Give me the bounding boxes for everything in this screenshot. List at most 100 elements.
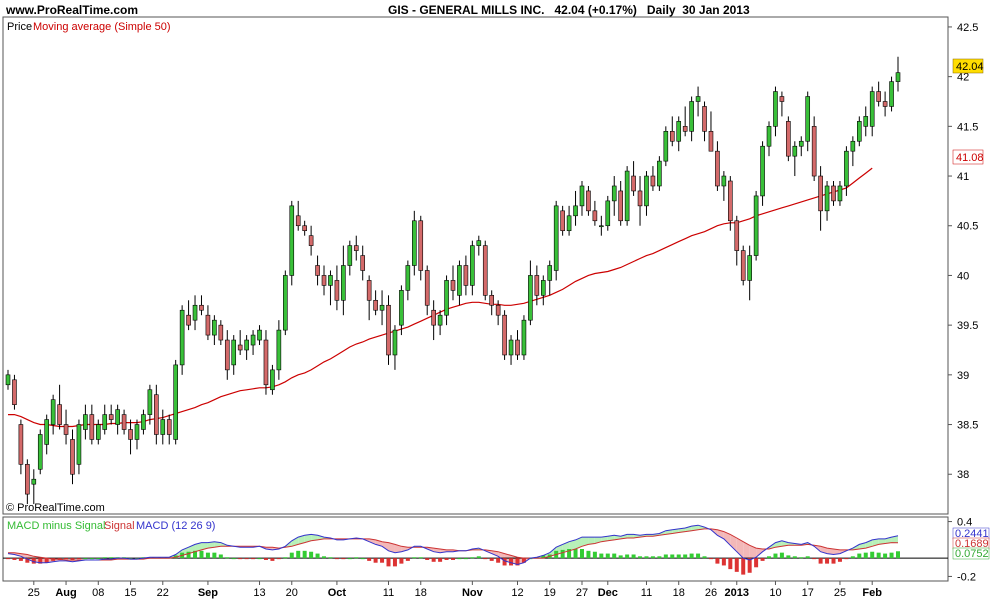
macd-fill — [891, 535, 898, 543]
candle — [566, 205, 572, 236]
macd-fill — [743, 541, 750, 560]
time-axis-label: 13 — [253, 587, 265, 599]
candle-body — [637, 190, 643, 207]
macd-histogram-bar — [102, 557, 107, 559]
macd-histogram-bar — [283, 557, 288, 559]
candle-body — [321, 275, 327, 286]
macd-histogram-bar — [470, 557, 475, 559]
candle-body — [728, 180, 733, 222]
candle — [25, 459, 30, 505]
macd-fill — [575, 537, 582, 549]
candle — [779, 91, 785, 117]
candle-body — [392, 329, 398, 356]
price-axis-label: 40 — [957, 270, 969, 282]
candle — [618, 181, 623, 226]
macd-histogram-bar — [618, 555, 623, 559]
macd-histogram-bar — [218, 554, 223, 559]
macd-layer — [3, 524, 948, 575]
price-change: (+0.17%) — [587, 3, 637, 17]
time-axis-label: 26 — [705, 587, 717, 599]
macd-histogram-bar — [405, 558, 410, 561]
candle — [773, 86, 778, 137]
macd-histogram-bar — [631, 554, 636, 559]
time-axis-label: 11 — [383, 587, 394, 599]
candle — [270, 364, 275, 395]
macd-histogram-bar — [715, 558, 720, 564]
candle-body — [334, 280, 340, 301]
candle-body — [405, 265, 411, 291]
candle-body — [547, 265, 553, 281]
candle-body — [347, 245, 353, 266]
macd-histogram-bar — [425, 558, 430, 560]
candle-body — [154, 394, 159, 435]
time-axis-label: Nov — [462, 587, 484, 599]
candle-body — [360, 255, 366, 271]
candle-body — [31, 478, 37, 485]
candle — [154, 384, 159, 445]
candle-body — [792, 145, 798, 157]
candle — [728, 176, 733, 231]
price-axis-label: 39.5 — [957, 320, 978, 332]
candle — [128, 419, 133, 455]
candle — [212, 315, 217, 346]
candle — [392, 325, 398, 370]
candle — [702, 101, 707, 142]
candle — [553, 200, 559, 281]
time-axis-label: 27 — [576, 587, 588, 599]
candle — [450, 265, 456, 301]
candle — [57, 384, 62, 430]
macd-histogram-bar — [870, 551, 875, 559]
macd-fill — [311, 534, 318, 541]
macd-histogram-bar — [212, 552, 217, 559]
legend-macd-hist: MACD minus Signal — [7, 520, 105, 532]
macd-histogram-bar — [728, 558, 733, 570]
macd-histogram-bar — [496, 558, 501, 563]
macd-histogram-bar — [779, 552, 784, 559]
candle — [134, 419, 140, 450]
legend-price: Price — [7, 21, 32, 33]
macd-histogram-bar — [483, 558, 488, 560]
candle — [302, 220, 307, 236]
candle-body — [418, 220, 424, 271]
candle — [689, 96, 694, 142]
macd-histogram-bar — [567, 549, 572, 559]
candle-body — [173, 364, 178, 440]
macd-histogram-bar — [386, 558, 391, 567]
candle-body — [250, 334, 256, 346]
candle-body — [83, 414, 88, 430]
chart-header: www.ProRealTime.com GIS - GENERAL MILLS … — [0, 0, 1000, 20]
candle — [753, 190, 759, 261]
candle-body — [302, 225, 307, 232]
candle — [44, 414, 49, 455]
macd-histogram-bar — [560, 549, 565, 559]
candle-body — [231, 339, 237, 366]
candle-body — [482, 245, 488, 296]
macd-histogram-bar — [644, 556, 649, 559]
candle — [508, 335, 514, 365]
candle-body — [399, 290, 404, 326]
ma-tag: 41.08 — [956, 152, 984, 164]
macd-histogram-bar — [457, 558, 462, 560]
candle — [663, 126, 669, 167]
candle — [12, 374, 17, 410]
candle — [328, 270, 333, 306]
macd-histogram-bar — [334, 558, 339, 560]
macd-histogram-bar — [760, 558, 765, 561]
macd-histogram-bar — [412, 557, 417, 559]
candle-body — [237, 344, 243, 351]
macd-histogram-bar — [586, 550, 591, 559]
time-axis-label: 25 — [834, 587, 846, 599]
candle — [695, 86, 701, 117]
macd-histogram-bar — [625, 554, 630, 559]
candle-body — [5, 374, 11, 386]
candle-body — [811, 126, 817, 177]
macd-histogram-bar — [876, 552, 881, 559]
candle-body — [489, 295, 494, 306]
macd-histogram-bar — [702, 556, 707, 559]
candle-body — [553, 205, 559, 271]
candle-body — [715, 150, 720, 187]
candle — [231, 335, 237, 375]
candle-body — [424, 270, 430, 306]
candle — [740, 245, 746, 286]
